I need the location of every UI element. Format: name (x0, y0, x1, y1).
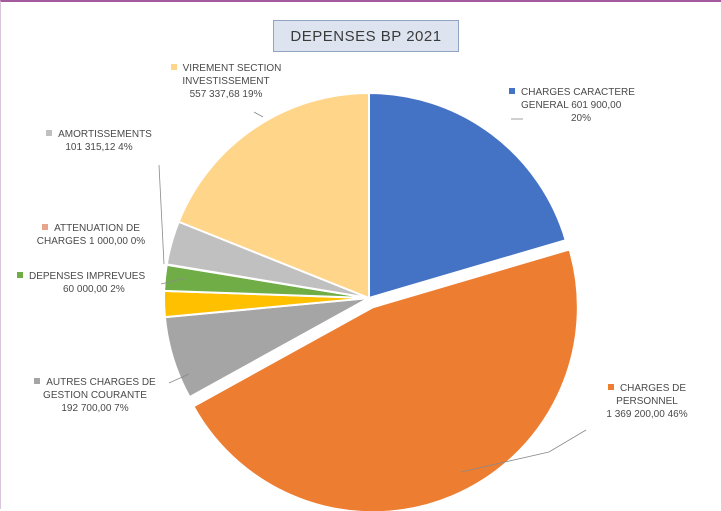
label-caractere: CHARGES CARACTERE GENERAL 601 900,00 20% (509, 86, 635, 125)
pie-slice-personnel (192, 248, 579, 511)
label-autres: AUTRES CHARGES DE GESTION COURANTE 192 7… (19, 376, 171, 415)
chart-title: DEPENSES BP 2021 (273, 20, 459, 52)
marker-amortissements (46, 130, 53, 136)
leader-line-autres (168, 373, 190, 384)
marker-autres (34, 378, 41, 384)
marker-imprevues (17, 272, 23, 278)
marker-virement (170, 64, 177, 70)
label-virement: VIREMENT SECTION INVESTISSEMENT 557 337,… (151, 62, 301, 101)
pie-slice-caractere (368, 91, 567, 300)
leader-line-amortissements (158, 164, 165, 265)
marker-personnel (607, 384, 614, 390)
marker-attenuation (42, 224, 49, 230)
label-imprevues: DEPENSES IMPREVUES 60 000,00 2% (17, 270, 145, 296)
pie-slice-virement (177, 91, 370, 300)
leader-line-imprevues (160, 277, 187, 285)
marker-caractere (509, 88, 515, 94)
label-attenuation: ATTENUATION DE CHARGES 1 000,00 0% (36, 223, 146, 247)
leader-line-virement (253, 111, 264, 118)
label-personnel: CHARGES DE PERSONNEL 1 369 200,00 46% (606, 383, 688, 420)
label-amortissements: AMORTISSEMENTS 101 315,12 4% (29, 128, 169, 154)
leader-line-personnel (460, 429, 587, 473)
